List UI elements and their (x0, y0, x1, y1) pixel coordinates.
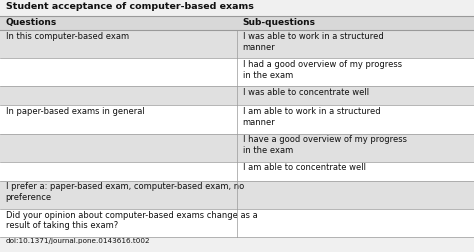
Text: I prefer a: paper-based exam, computer-based exam, no
preference: I prefer a: paper-based exam, computer-b… (6, 182, 244, 202)
Text: I have a good overview of my progress
in the exam: I have a good overview of my progress in… (243, 135, 407, 155)
Bar (0, 16, 474, 30)
Text: Did your opinion about computer-based exams change as a
result of taking this ex: Did your opinion about computer-based ex… (6, 211, 257, 230)
Text: I am able to work in a structured
manner: I am able to work in a structured manner (243, 107, 380, 127)
Text: I was able to work in a structured
manner: I was able to work in a structured manne… (243, 32, 383, 52)
Bar (0, 134, 474, 162)
Text: I am able to concentrate well: I am able to concentrate well (243, 163, 365, 172)
Bar (0, 58, 474, 86)
Bar (0, 30, 474, 58)
Text: Student acceptance of computer-based exams: Student acceptance of computer-based exa… (6, 2, 254, 11)
Text: Questions: Questions (6, 18, 57, 27)
Text: doi:10.1371/journal.pone.0143616.t002: doi:10.1371/journal.pone.0143616.t002 (6, 238, 150, 244)
Text: I was able to concentrate well: I was able to concentrate well (243, 88, 369, 97)
Text: I had a good overview of my progress
in the exam: I had a good overview of my progress in … (243, 60, 402, 80)
Bar (0, 181, 474, 209)
Text: Sub-questions: Sub-questions (243, 18, 316, 27)
Bar (0, 105, 474, 134)
Text: In this computer-based exam: In this computer-based exam (6, 32, 129, 41)
Bar (0, 86, 474, 105)
Bar (0, 209, 474, 237)
Bar (0, 162, 474, 181)
Text: In paper-based exams in general: In paper-based exams in general (6, 107, 145, 116)
